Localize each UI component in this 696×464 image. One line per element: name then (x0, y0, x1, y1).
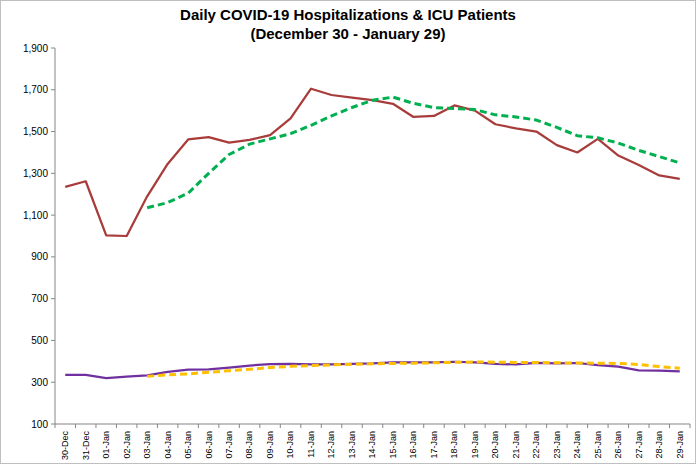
x-tick-label: 23-Jan (552, 431, 562, 459)
x-tick-label: 13-Jan (347, 431, 357, 459)
x-axis (55, 424, 690, 425)
x-tick-label: 12-Jan (326, 431, 336, 459)
title: Daily COVID-19 Hospitalizations & ICU Pa… (180, 6, 516, 23)
x-tick-label: 11-Jan (306, 431, 316, 458)
y-tick-label: 1,300 (23, 168, 48, 179)
y-tick (51, 173, 55, 174)
y-tick-label: 300 (31, 377, 48, 388)
y-tick (51, 256, 55, 257)
x-tick (362, 424, 363, 428)
x-tick-label: 05-Jan (183, 431, 193, 459)
x-tick-label: 21-Jan (511, 431, 521, 459)
x-tick (464, 424, 465, 428)
x-tick (628, 424, 629, 428)
x-tick-label: 09-Jan (265, 431, 275, 459)
x-tick (95, 424, 96, 428)
x-tick (608, 424, 609, 428)
plot-area (65, 89, 680, 378)
x-tick (382, 424, 383, 428)
x-tick (341, 424, 342, 428)
x-tick-label: 19-Jan (470, 431, 480, 459)
x-tick-label: 29-Jan (675, 431, 685, 459)
x-tick-label: 28-Jan (654, 431, 664, 459)
x-tick (136, 424, 137, 428)
x-tick-label: 30-Dec (60, 431, 70, 461)
x-tick-label: 22-Jan (531, 431, 541, 459)
x-tick-label: 31-Dec (81, 431, 91, 461)
x-tick-label: 04-Jan (163, 431, 173, 459)
y-tick (51, 89, 55, 90)
x-tick-label: 08-Jan (244, 431, 254, 459)
y-tick-label: 1,900 (23, 43, 48, 54)
x-tick (505, 424, 506, 428)
y-tick (51, 382, 55, 383)
series-line (147, 97, 680, 208)
x-tick (55, 424, 56, 428)
y-tick (51, 215, 55, 216)
chart: Daily COVID-19 Hospitalizations & ICU Pa… (0, 0, 696, 464)
x-tick (177, 424, 178, 428)
y-tick (51, 340, 55, 341)
x-tick (75, 424, 76, 428)
x-tick-label: 06-Jan (204, 431, 214, 459)
x-tick-label: 20-Jan (490, 431, 500, 459)
x-tick (239, 424, 240, 428)
y-tick (51, 131, 55, 132)
x-tick-label: 15-Jan (388, 431, 398, 459)
x-tick-label: 17-Jan (429, 431, 439, 459)
x-tick-label: 02-Jan (122, 431, 132, 459)
x-tick (157, 424, 158, 428)
series-line (147, 362, 680, 376)
y-tick-label: 1,500 (23, 126, 48, 137)
y-tick-label: 700 (31, 293, 48, 304)
x-tick-label: 26-Jan (613, 431, 623, 459)
chart-border (1, 1, 696, 464)
x-tick (526, 424, 527, 428)
x-tick-label: 24-Jan (572, 431, 582, 459)
y-tick-label: 1,100 (23, 210, 48, 221)
x-tick (669, 424, 670, 428)
y-tick (51, 298, 55, 299)
x-tick (403, 424, 404, 428)
x-tick-label: 10-Jan (285, 431, 295, 459)
y-axis (55, 48, 56, 424)
x-tick-label: 03-Jan (142, 431, 152, 459)
x-tick (300, 424, 301, 428)
y-tick (51, 48, 55, 49)
x-tick (116, 424, 117, 428)
x-tick (259, 424, 260, 428)
series-line (65, 89, 680, 236)
y-tick-label: 900 (31, 251, 48, 262)
subtitle: (December 30 - January 29) (250, 25, 445, 42)
x-tick (690, 424, 691, 428)
x-tick (485, 424, 486, 428)
x-tick (567, 424, 568, 428)
x-tick (218, 424, 219, 428)
x-tick (546, 424, 547, 428)
x-tick (321, 424, 322, 428)
x-tick-label: 18-Jan (449, 431, 459, 459)
y-tick-label: 500 (31, 335, 48, 346)
x-tick (280, 424, 281, 428)
x-tick (198, 424, 199, 428)
x-tick (444, 424, 445, 428)
x-tick (587, 424, 588, 428)
x-tick (423, 424, 424, 428)
x-tick-label: 25-Jan (593, 431, 603, 459)
y-tick (51, 424, 55, 425)
series-line (65, 362, 680, 378)
y-tick-label: 1,700 (23, 84, 48, 95)
x-tick-label: 16-Jan (408, 431, 418, 459)
x-tick-label: 27-Jan (634, 431, 644, 459)
x-tick-label: 01-Jan (101, 431, 111, 459)
y-tick-label: 100 (31, 419, 48, 430)
x-tick (649, 424, 650, 428)
x-tick-label: 07-Jan (224, 431, 234, 459)
x-tick-label: 14-Jan (367, 431, 377, 459)
